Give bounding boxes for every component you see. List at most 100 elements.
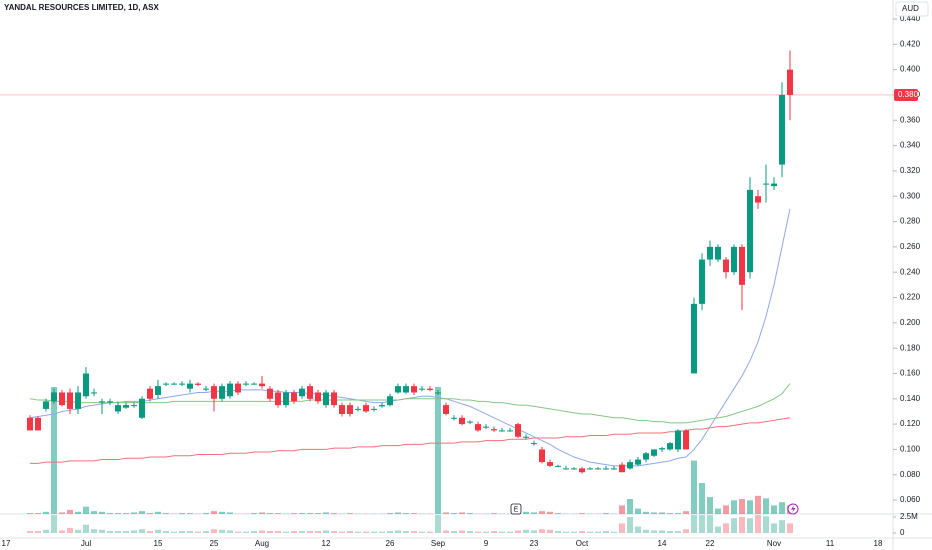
candle-body	[539, 449, 545, 463]
candle-layer	[27, 50, 793, 474]
volume-bar	[315, 513, 321, 514]
candle-body	[51, 392, 57, 402]
candle-body	[675, 430, 681, 450]
y-tick-label: 0.360	[900, 115, 921, 124]
volume-bar	[43, 529, 49, 533]
volume-bar	[323, 530, 329, 533]
volume-bar	[147, 531, 153, 533]
volume-bar	[275, 531, 281, 533]
volume-bar	[547, 511, 553, 514]
candle-body	[315, 392, 321, 402]
volume-bar	[331, 513, 337, 514]
volume-bar	[235, 531, 241, 533]
volume-bar	[683, 511, 689, 514]
candle-body	[483, 426, 489, 428]
candle-body	[739, 246, 745, 285]
volume-bar	[659, 512, 665, 514]
volume-bar	[339, 513, 345, 514]
volume-bar	[75, 529, 81, 533]
candle-body	[99, 401, 105, 403]
volume-bar	[659, 530, 665, 533]
volume-bar	[387, 531, 393, 533]
candle-body	[347, 405, 353, 414]
volume-bar	[83, 506, 89, 514]
volume-bar	[595, 531, 601, 533]
volume-bar	[411, 531, 417, 533]
volume-bar	[147, 513, 153, 514]
candle-body	[467, 421, 473, 423]
candle-body	[659, 448, 665, 450]
volume-bar	[699, 483, 705, 514]
candle-body	[259, 383, 265, 387]
y-tick-label: 0.400	[900, 65, 921, 74]
candle-body	[203, 388, 209, 390]
y-tick-label: 0.260	[900, 242, 921, 251]
candle-body	[451, 417, 457, 419]
candle-body	[435, 392, 441, 394]
currency-box[interactable]	[895, 1, 929, 17]
volume-bar	[251, 513, 257, 514]
candle-body	[187, 383, 193, 389]
volume-bar	[51, 387, 57, 514]
volume-bar	[555, 513, 561, 514]
volume-bar	[571, 513, 577, 514]
volume-bar	[155, 511, 161, 514]
volume-bar	[283, 531, 289, 533]
volume-bar	[51, 515, 57, 533]
moving-average	[30, 417, 791, 464]
volume-bar	[211, 529, 217, 533]
volume-bar	[723, 505, 729, 514]
volume-bar	[715, 526, 721, 533]
candle-body	[419, 388, 425, 390]
currency[interactable]: AUD	[902, 4, 919, 13]
volume-bar	[187, 513, 193, 514]
x-tick-label: 9	[484, 539, 489, 548]
volume-bar	[403, 513, 409, 514]
candle-body	[387, 396, 393, 406]
volume-bar	[491, 531, 497, 533]
volume-bar	[219, 511, 225, 514]
y-tick-label: 0.320	[900, 166, 921, 175]
volume-bar	[651, 512, 657, 514]
volume-bar	[635, 508, 641, 514]
candle-body	[115, 405, 121, 412]
volume-bar	[587, 531, 593, 533]
volume-bar	[539, 529, 545, 533]
x-tick-label: 22	[706, 539, 715, 548]
candle-body	[579, 468, 585, 473]
candle-body	[243, 383, 249, 385]
candle-body	[355, 408, 361, 410]
candle-body	[179, 383, 185, 385]
candle-body	[267, 388, 273, 399]
candle-body	[699, 259, 705, 304]
volume-bar	[139, 529, 145, 533]
volume-bar	[339, 531, 345, 533]
volume-bar	[523, 529, 529, 533]
volume-pane	[27, 515, 793, 533]
candle-body	[715, 246, 721, 260]
volume-bar	[411, 513, 417, 514]
candle-body	[131, 405, 137, 407]
candle-body	[83, 373, 89, 397]
y-tick-label: 0.120	[900, 419, 921, 428]
axis-layer: 0.440 0.420 0.400 0.380 0.360 0.340 0.320 0.300…	[0, 14, 921, 548]
volume-bar	[643, 511, 649, 514]
volume-bar	[387, 513, 393, 514]
candle-body	[787, 69, 793, 95]
y-tick-label: 0.200	[900, 318, 921, 327]
volume-bar	[347, 513, 353, 514]
volume-bar	[163, 531, 169, 533]
volume-tick-label: 0	[900, 528, 905, 537]
candle-body	[779, 94, 785, 165]
volume-bar	[427, 513, 433, 514]
candle-body	[139, 398, 145, 418]
candle-body	[755, 196, 761, 203]
volume-bar	[635, 526, 641, 533]
volume-bar	[603, 513, 609, 514]
candle-body	[67, 392, 73, 409]
volume-bar	[371, 531, 377, 533]
volume-bar	[547, 529, 553, 533]
volume-bar	[291, 531, 297, 533]
candle-body	[603, 468, 609, 470]
candle-body	[571, 468, 577, 470]
